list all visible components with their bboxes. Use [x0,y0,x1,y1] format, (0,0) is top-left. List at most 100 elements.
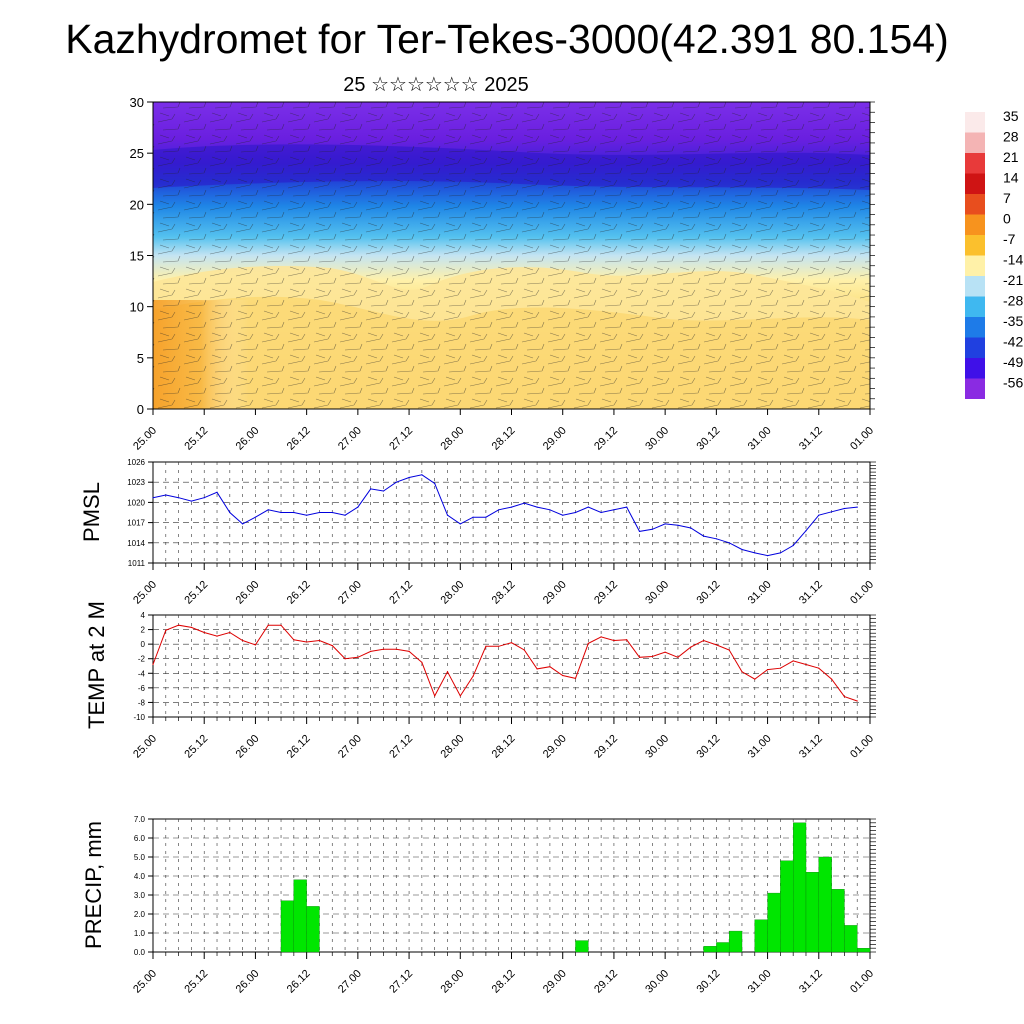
pmsl-point [741,548,743,551]
colorbar-swatch [965,276,985,297]
temp-point [728,649,730,651]
colorbar-swatch [965,378,985,399]
pmsl-point [280,511,282,514]
x-tick-label: 29.00 [541,968,569,996]
pmsl-point [165,494,167,496]
pmsl-point [395,481,397,483]
temp-point [459,695,461,697]
temp-point [318,639,320,642]
x-tick-label: 28.12 [490,425,518,453]
pmsl-point [293,511,295,514]
x-tick-label: 29.00 [541,733,569,761]
temp-point [690,646,692,648]
temp-point [370,650,372,653]
y-tick-label: 6.0 [134,834,146,843]
precip-bar [754,919,768,953]
x-tick-label: 31.00 [746,733,774,761]
y-tick-label: 1.0 [134,929,146,938]
pmsl-point [523,502,525,504]
x-tick-label: 01.00 [848,968,876,996]
colorbar-swatch [965,214,985,235]
pmsl-point [382,490,385,492]
temp-point [331,645,333,647]
precip-bar [844,925,858,953]
pmsl-point [536,506,538,508]
y-tick-label: 0 [141,640,146,649]
pmsl-axis-title: PMSL [79,482,104,542]
pmsl-line [152,474,858,557]
pmsl-point [792,544,794,547]
pmsl-point [152,497,154,499]
y-tick-label: 2 [141,626,146,635]
temp-point [382,648,385,650]
x-tick-label: 26.12 [285,425,313,453]
x-tick-label: 01.00 [848,425,876,453]
colorbar-label: -35 [1003,313,1023,329]
colorbar-swatch [965,194,985,215]
x-tick-label: 27.12 [387,579,415,607]
pmsl-point [856,506,858,508]
temp-point [843,696,846,698]
precip-bar [280,900,295,953]
x-tick-label: 29.12 [592,733,620,761]
colorbar-label: -42 [1003,334,1023,350]
temp-point [818,667,820,669]
x-tick-label: 31.00 [746,425,774,453]
temp-point [536,668,538,670]
x-tick-label: 28.12 [490,968,518,996]
x-tick-label: 26.00 [234,425,262,453]
pmsl-point [690,527,692,529]
colorbar-swatch [965,153,985,174]
temp-point [510,642,513,644]
y-tick-label: 25 [130,146,144,161]
y-tick-label: 0.0 [134,948,146,957]
x-tick-label: 29.00 [541,425,569,453]
y-tick-label: 15 [130,249,144,264]
y-tick-label: 4 [141,611,146,620]
temp-point [152,663,154,666]
pmsl-point [178,497,180,499]
x-tick-label: 25.12 [182,733,210,761]
y-tick-label: -6 [138,684,146,693]
pmsl-point [421,474,423,476]
pmsl-point [715,538,718,540]
colorbar-swatch [965,337,985,358]
pmsl-point [626,506,628,508]
temp-point [562,674,564,677]
pmsl-point [216,491,218,493]
pmsl-point [472,516,474,518]
temp-point [574,677,577,680]
colorbar-swatch [965,173,985,194]
pmsl-point [446,514,449,516]
temp-point [856,700,858,702]
x-tick-label: 27.00 [336,968,364,996]
x-tick-label: 26.00 [234,968,262,996]
x-tick-label: 29.12 [592,425,620,453]
temp-point [306,641,308,643]
x-tick-label: 30.12 [695,733,723,761]
pmsl-point [805,530,807,532]
precip-bar [293,879,307,953]
x-tick-label: 25.12 [182,579,210,607]
pmsl-point [754,552,756,554]
precip-bar [805,872,820,953]
temp-point [754,678,756,680]
x-tick-label: 29.00 [541,579,569,607]
temp-panel: -10 -8 -6 -4 -2 0 2 4 25.00 25.12 26.00 26.12 27.00 2… [131,611,876,761]
colorbar-label: 0 [1003,211,1011,227]
temp-point [626,639,628,641]
x-tick-label: 27.12 [387,733,415,761]
x-tick-label: 31.00 [746,968,774,996]
cross-section-panel: 0 5 10 15 20 25 30 25.00 25.12 26.00 26.12 27.00 27… [130,95,877,453]
precip-bar [729,930,743,953]
y-tick-label: 1026 [127,458,145,467]
colorbar-legend: 35 28 21 14 7 0 -7 -14 -21 -28 -35 -42 -49 -56 [965,108,1023,399]
pmsl-panel: 1011 1014 1017 1020 1023 1026 25.00 25.12 26.00 2… [127,458,876,607]
x-tick-label: 01.00 [848,579,876,607]
temp-point [831,678,833,680]
pmsl-point [434,482,436,485]
pmsl-point [651,528,653,530]
x-tick-label: 31.12 [797,579,825,607]
x-tick-label: 26.12 [285,579,313,607]
x-tick-label: 28.00 [438,733,466,761]
